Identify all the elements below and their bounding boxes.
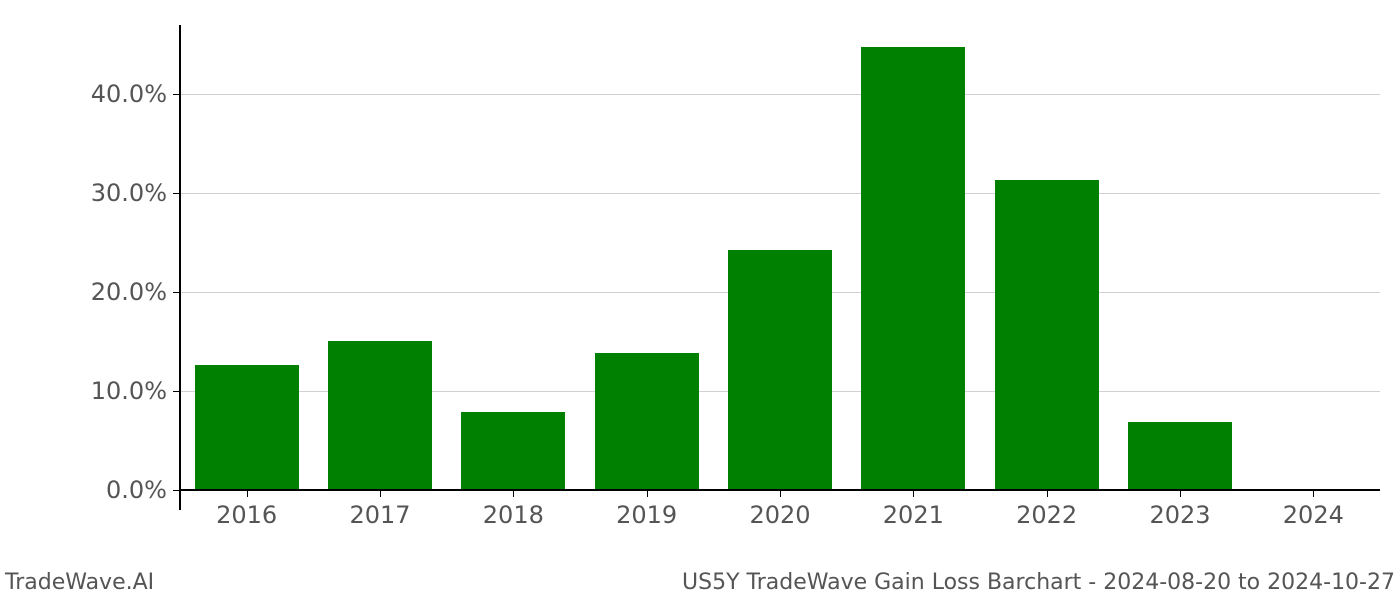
x-tick-mark <box>513 490 514 497</box>
x-tick-mark <box>380 490 381 497</box>
x-tick-label: 2021 <box>883 501 944 529</box>
chart-container: 0.0% 10.0% 20.0% 30.0% 40.0% 2016 2017 2018 2019… <box>0 0 1400 600</box>
x-tick-label: 2016 <box>216 501 277 529</box>
footer-right-text: US5Y TradeWave Gain Loss Barchart - 2024… <box>682 570 1395 595</box>
x-tick-mark <box>1047 490 1048 497</box>
x-tick-mark <box>780 490 781 497</box>
x-tick-mark <box>1180 490 1181 497</box>
y-tick-label: 0.0% <box>106 476 167 504</box>
bar <box>1128 422 1232 490</box>
plot-area: 0.0%10.0%20.0%30.0%40.0%2016201720182019… <box>180 25 1380 510</box>
y-axis-line <box>179 25 181 510</box>
x-tick-label: 2023 <box>1149 501 1210 529</box>
x-tick-mark <box>913 490 914 497</box>
x-tick-label: 2017 <box>349 501 410 529</box>
bar <box>328 341 432 490</box>
gridline <box>180 193 1380 194</box>
x-tick-label: 2024 <box>1283 501 1344 529</box>
bar <box>595 353 699 491</box>
bar <box>861 47 965 490</box>
x-tick-mark <box>647 490 648 497</box>
y-tick-label: 20.0% <box>91 278 167 306</box>
y-tick-label: 40.0% <box>91 80 167 108</box>
footer-left-text: TradeWave.AI <box>5 570 154 595</box>
bar <box>195 365 299 490</box>
gridline <box>180 94 1380 95</box>
x-tick-label: 2022 <box>1016 501 1077 529</box>
y-tick-label: 10.0% <box>91 377 167 405</box>
x-tick-mark <box>1313 490 1314 497</box>
x-tick-label: 2018 <box>483 501 544 529</box>
x-tick-label: 2020 <box>749 501 810 529</box>
x-tick-mark <box>247 490 248 497</box>
bar <box>461 412 565 490</box>
bar <box>728 250 832 491</box>
x-axis-baseline <box>180 489 1380 491</box>
bar <box>995 180 1099 490</box>
x-tick-label: 2019 <box>616 501 677 529</box>
y-tick-label: 30.0% <box>91 179 167 207</box>
